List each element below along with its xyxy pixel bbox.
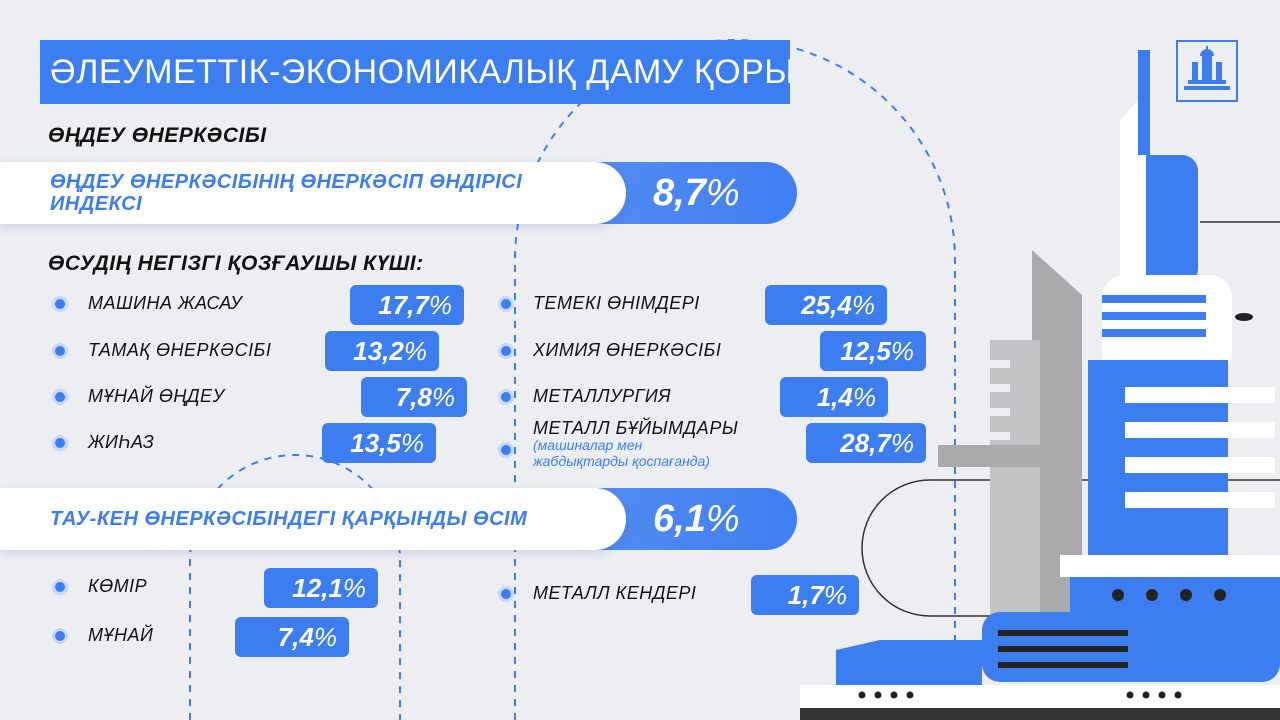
mining-item-label: МЕТАЛЛ КЕНДЕРІ	[533, 583, 697, 603]
mining-value: 6,1%	[653, 488, 740, 550]
badge-number: 25,4	[801, 289, 852, 320]
driver-label: ЖИҺАЗ	[88, 432, 155, 452]
badge-number: 13,5	[350, 427, 401, 458]
driver-label: ХИМИЯ ӨНЕРКӘСІБІ	[533, 340, 722, 360]
badge-number: 7,8	[395, 381, 432, 412]
city-illustration	[800, 50, 1280, 720]
dot-bullet-icon	[498, 389, 514, 405]
mining-label-pill: ТАУ-КЕН ӨНЕРКӘСІБІНДЕГІ ҚАРҚЫНДЫ ӨСІМ	[0, 488, 626, 550]
badge-number: 7,4	[277, 621, 314, 652]
mining-label: ТАУ-КЕН ӨНЕРКӘСІБІНДЕГІ ҚАРҚЫНДЫ ӨСІМ	[50, 508, 528, 530]
index-value: 8,7%	[653, 162, 740, 224]
driver-value-badge: 17,7%	[350, 285, 464, 325]
percent-sign: %	[823, 579, 847, 610]
mining-item-label: КӨМІР	[88, 576, 148, 596]
percent-sign: %	[851, 289, 875, 320]
driver-label: МҰНАЙ ӨҢДЕУ	[88, 386, 225, 406]
driver-label: МЕТАЛЛУРГИЯ	[533, 386, 672, 406]
dot-bullet-icon	[52, 296, 68, 312]
driver-value-badge: 1,4%	[780, 377, 888, 417]
government-emblem-logo	[1176, 40, 1238, 102]
mining-value-badge: 12,1%	[264, 568, 378, 608]
percent-sign: %	[313, 621, 337, 652]
percent-sign: %	[852, 381, 876, 412]
dot-bullet-icon	[52, 628, 68, 644]
mining-value-number: 6,1	[653, 497, 706, 540]
dot-bullet-icon	[52, 579, 68, 595]
badge-number: 28,7	[840, 427, 891, 458]
driver-label: МЕТАЛЛ БҰЙЫМДАРЫ	[533, 418, 739, 438]
mining-item-label: МҰНАЙ	[88, 625, 154, 645]
percent-sign: %	[890, 427, 914, 458]
badge-number: 1,7	[787, 579, 824, 610]
driver-value-badge: 28,7%	[806, 423, 926, 463]
percent-sign: %	[342, 572, 366, 603]
percent-sign: %	[705, 497, 740, 540]
percent-sign: %	[431, 381, 455, 412]
index-value-number: 8,7	[653, 171, 706, 214]
dot-bullet-icon	[498, 296, 514, 312]
percent-sign: %	[400, 427, 424, 458]
percent-sign: %	[890, 335, 914, 366]
driver-label: ТЕМЕКІ ӨНІМДЕРІ	[533, 293, 700, 313]
driver-value-badge: 12,5%	[820, 331, 926, 371]
badge-number: 17,7	[378, 289, 429, 320]
badge-number: 1,4	[816, 381, 853, 412]
driver-value-badge: 25,4%	[765, 285, 887, 325]
driver-label: МАШИНА ЖАСАУ	[88, 293, 243, 313]
percent-sign: %	[403, 335, 427, 366]
government-building-emblem-icon	[1184, 46, 1230, 90]
mining-value-badge: 1,7%	[751, 575, 859, 615]
percent-sign: %	[705, 171, 740, 214]
driver-value-badge: 13,2%	[325, 331, 439, 371]
mining-value-badge: 7,4%	[235, 617, 349, 657]
badge-number: 12,1	[292, 572, 343, 603]
driver-value-badge: 13,5%	[322, 423, 436, 463]
dot-bullet-icon	[52, 435, 68, 451]
page-title: ӘЛЕУМЕТТІК-ЭКОНОМИКАЛЫҚ ДАМУ ҚОРЫТЫНДЫЛА…	[40, 40, 790, 104]
index-label-pill: ӨҢДЕУ ӨНЕРКӘСІБІНІҢ ӨНЕРКӘСІП ӨНДІРІСІ И…	[0, 162, 626, 224]
badge-number: 13,2	[353, 335, 404, 366]
dot-bullet-icon	[498, 343, 514, 359]
drivers-heading: ӨСУДІҢ НЕГІЗГІ ҚОЗҒАУШЫ КҮШІ:	[48, 252, 424, 275]
dot-bullet-icon	[498, 586, 514, 602]
dot-bullet-icon	[52, 389, 68, 405]
driver-label: ТАМАҚ ӨНЕРКӘСІБІ	[88, 340, 272, 360]
driver-sublabel: (машиналар мен	[533, 437, 643, 453]
percent-sign: %	[428, 289, 452, 320]
driver-value-badge: 7,8%	[361, 377, 467, 417]
index-label: ӨҢДЕУ ӨНЕРКӘСІБІНІҢ ӨНЕРКӘСІП ӨНДІРІСІ И…	[50, 171, 523, 215]
manufacturing-heading: ӨҢДЕУ ӨНЕРКӘСІБІ	[48, 124, 267, 147]
badge-number: 12,5	[840, 335, 891, 366]
dot-bullet-icon	[52, 343, 68, 359]
dot-bullet-icon	[498, 442, 514, 458]
driver-sublabel: жабдықтарды қоспағанда)	[533, 453, 710, 469]
